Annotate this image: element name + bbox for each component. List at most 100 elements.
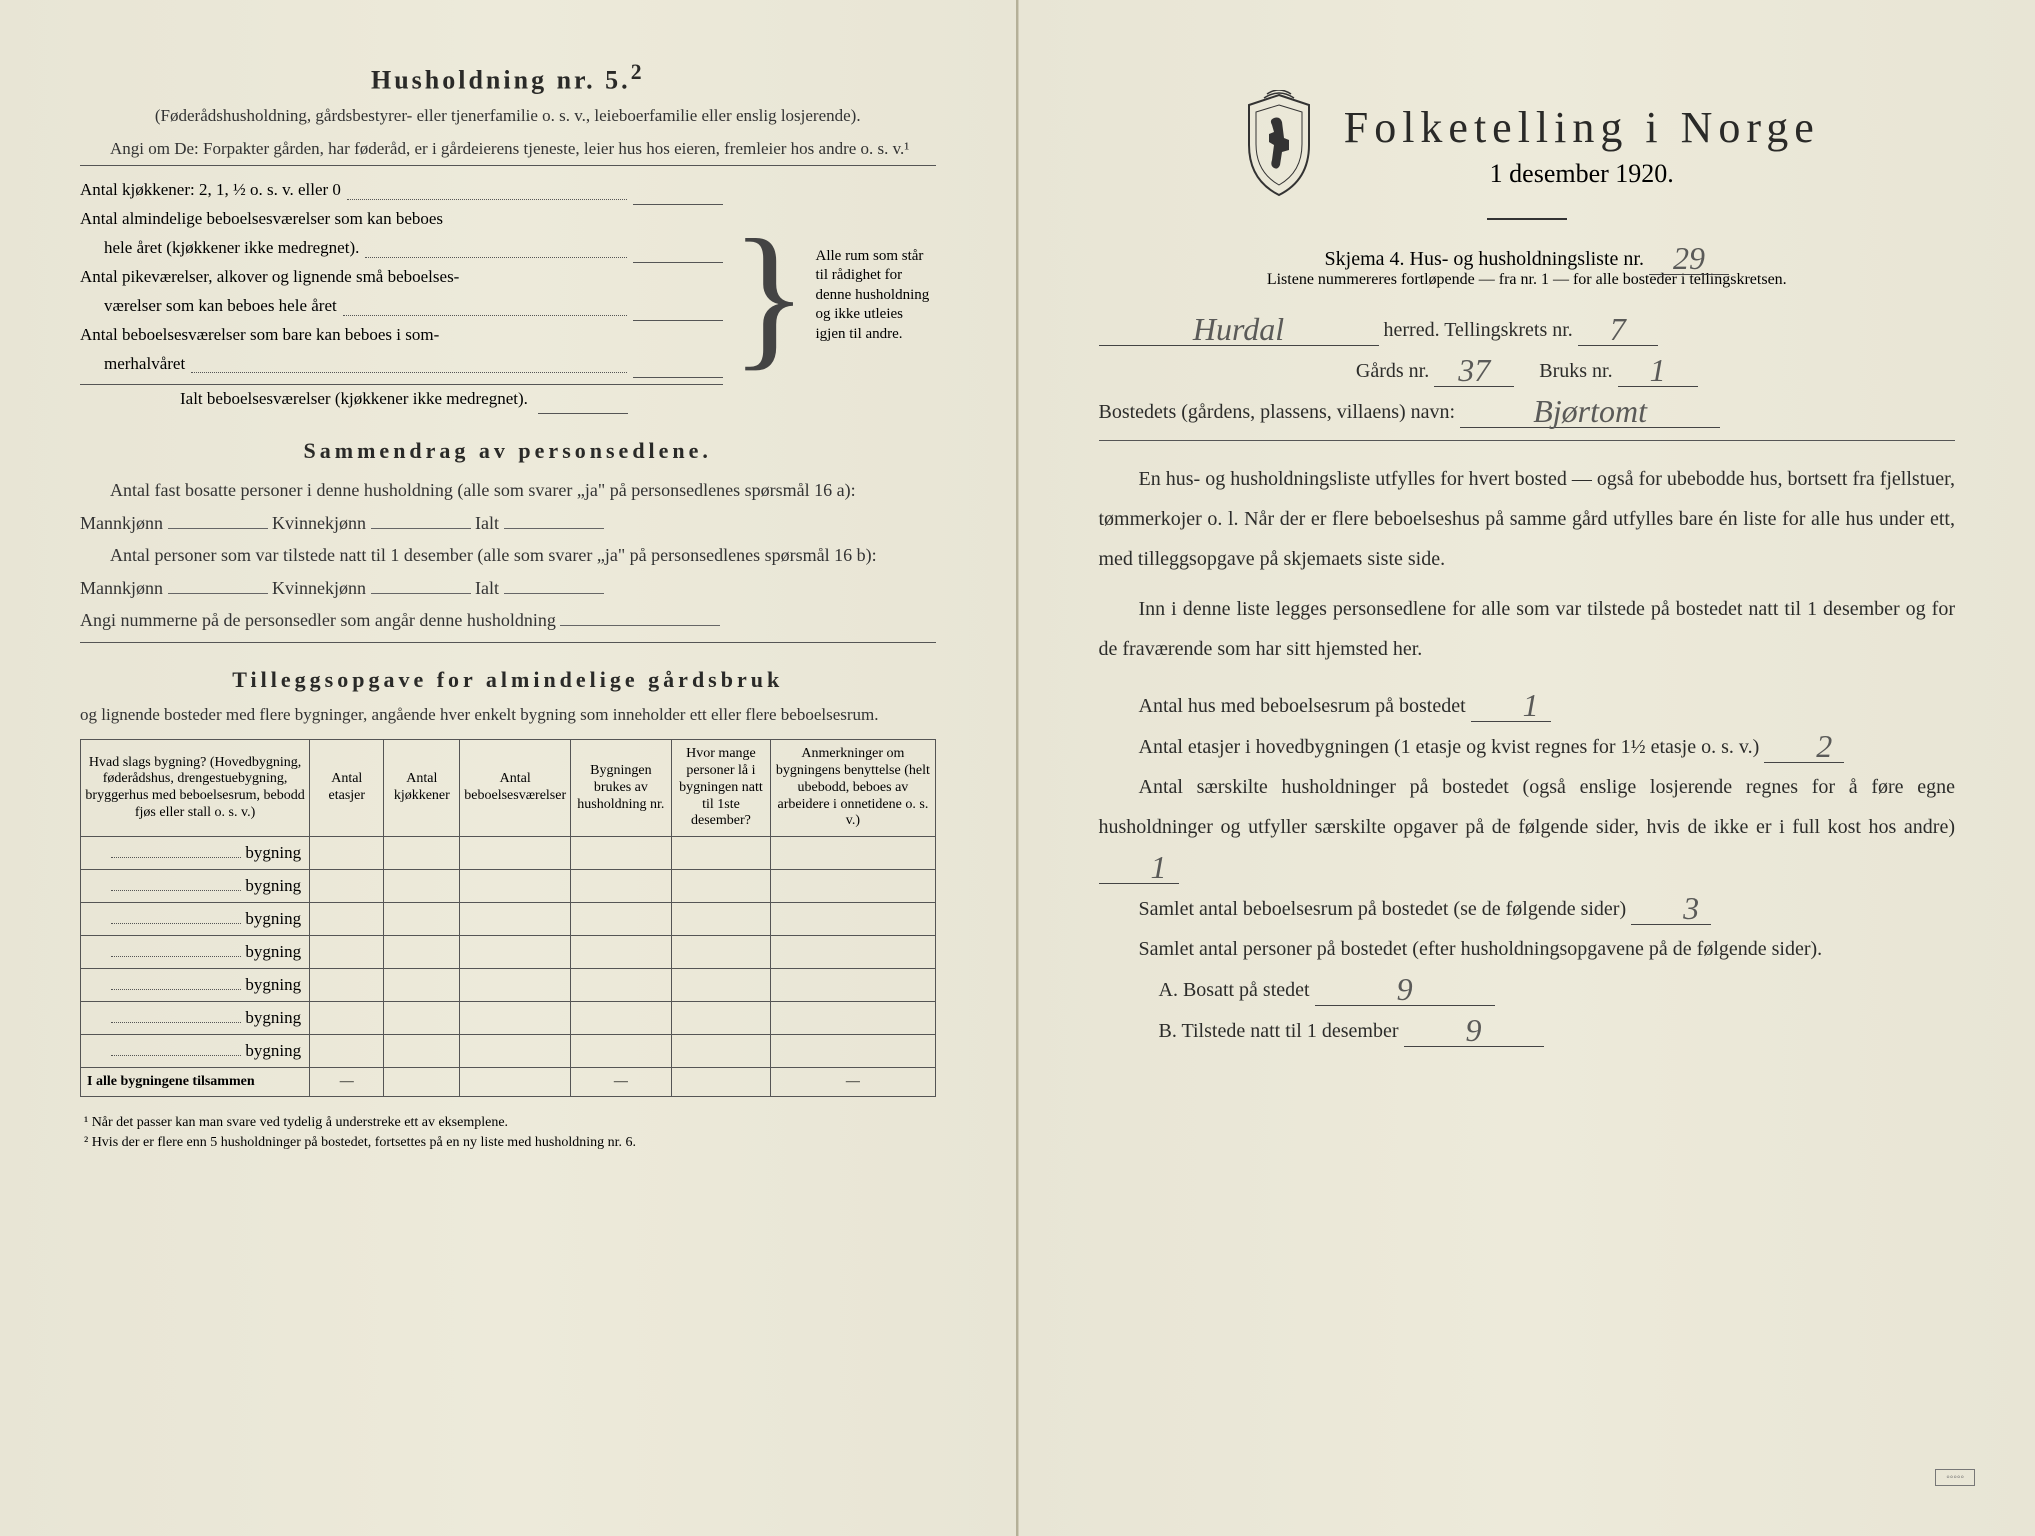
row-ialt-field[interactable] xyxy=(538,385,628,414)
cell-anmerk[interactable] xyxy=(771,1035,935,1068)
qA-value[interactable]: 9 xyxy=(1315,973,1495,1006)
bygning-label-cell[interactable]: bygning xyxy=(81,936,310,969)
cell-kjokken[interactable] xyxy=(384,870,460,903)
qB-label: B. Tilstede natt til 1 desember xyxy=(1159,1020,1399,1042)
cell-beboelse[interactable] xyxy=(460,1035,571,1068)
q4-value[interactable]: 3 xyxy=(1631,892,1711,925)
sd-numbers-field[interactable] xyxy=(560,625,720,626)
q3-value[interactable]: 1 xyxy=(1099,851,1179,884)
bygning-label-cell[interactable]: bygning xyxy=(81,1002,310,1035)
bygning-label-cell[interactable]: bygning xyxy=(81,1035,310,1068)
sammendrag-line3: Angi nummerne på de personsedler som ang… xyxy=(80,604,936,636)
row-pike: Antal pikeværelser, alkover og lignende … xyxy=(80,263,723,292)
cell-personer[interactable] xyxy=(671,870,771,903)
q1-value[interactable]: 1 xyxy=(1471,689,1551,722)
total-dash-1: — xyxy=(310,1068,384,1097)
bygning-label-cell[interactable]: bygning xyxy=(81,870,310,903)
cell-kjokken[interactable] xyxy=(384,1035,460,1068)
bygning-label-cell[interactable]: bygning xyxy=(81,837,310,870)
q4-line: Samlet antal beboelsesrum på bostedet (s… xyxy=(1099,888,1956,929)
cell-personer[interactable] xyxy=(671,969,771,1002)
total-cell-5[interactable] xyxy=(671,1068,771,1097)
cell-kjokken[interactable] xyxy=(384,903,460,936)
cell-personer[interactable] xyxy=(671,903,771,936)
cell-anmerk[interactable] xyxy=(771,870,935,903)
cell-kjokken[interactable] xyxy=(384,936,460,969)
sd-mann-field-1[interactable] xyxy=(168,528,268,529)
cell-anmerk[interactable] xyxy=(771,969,935,1002)
cell-anmerk[interactable] xyxy=(771,936,935,969)
table-total-row: I alle bygningene tilsammen — — — xyxy=(81,1068,936,1097)
cell-personer[interactable] xyxy=(671,837,771,870)
cell-etasjer[interactable] xyxy=(310,936,384,969)
cell-kjokken[interactable] xyxy=(384,837,460,870)
cell-hushold[interactable] xyxy=(571,936,671,969)
sd-ialt-field-1[interactable] xyxy=(504,528,604,529)
row-beboelse-label-b: hele året (kjøkkener ikke medregnet). xyxy=(80,234,359,263)
cell-anmerk[interactable] xyxy=(771,903,935,936)
printer-stamp: ◦◦◦◦◦ xyxy=(1935,1469,1975,1486)
row-kjokken-field[interactable] xyxy=(633,176,723,205)
angi-line: Angi om De: Forpakter gården, har føderå… xyxy=(80,137,936,161)
cell-hushold[interactable] xyxy=(571,903,671,936)
cell-personer[interactable] xyxy=(671,936,771,969)
gard-nr-value[interactable]: 37 xyxy=(1434,354,1514,387)
cell-beboelse[interactable] xyxy=(460,969,571,1002)
cell-beboelse[interactable] xyxy=(460,903,571,936)
left-page: Husholdning nr. 5.2 (Føderådshusholdning… xyxy=(0,0,1018,1536)
bygning-label-cell[interactable]: bygning xyxy=(81,969,310,1002)
total-cell-2[interactable] xyxy=(384,1068,460,1097)
cell-beboelse[interactable] xyxy=(460,837,571,870)
row-pike-label-b: værelser som kan beboes hele året xyxy=(80,292,337,321)
cell-anmerk[interactable] xyxy=(771,837,935,870)
cell-etasjer[interactable] xyxy=(310,1002,384,1035)
cell-etasjer[interactable] xyxy=(310,1035,384,1068)
cell-anmerk[interactable] xyxy=(771,1002,935,1035)
bracket-text: Alle rum som står til rådighet for denne… xyxy=(816,247,936,345)
q3-label: Antal særskilte husholdninger på bostede… xyxy=(1099,776,1956,838)
th-beboelse: Antal beboelsesværelser xyxy=(460,740,571,837)
herred-value[interactable]: Hurdal xyxy=(1099,313,1379,346)
row-pike-field[interactable] xyxy=(633,292,723,321)
sd-kv-field-1[interactable] xyxy=(371,528,471,529)
cell-personer[interactable] xyxy=(671,1035,771,1068)
cell-hushold[interactable] xyxy=(571,1002,671,1035)
cell-kjokken[interactable] xyxy=(384,969,460,1002)
title-divider xyxy=(1487,218,1567,220)
cell-etasjer[interactable] xyxy=(310,870,384,903)
cell-beboelse[interactable] xyxy=(460,936,571,969)
row-ialt-label: Ialt beboelsesværelser (kjøkkener ikke m… xyxy=(80,385,528,414)
skjema-nr-value[interactable]: 29 xyxy=(1649,242,1729,275)
cell-personer[interactable] xyxy=(671,1002,771,1035)
cell-hushold[interactable] xyxy=(571,969,671,1002)
footnote-1: ¹ Når det passer kan man svare ved tydel… xyxy=(80,1113,936,1133)
bosted-value[interactable]: Bjørtomt xyxy=(1460,395,1720,428)
cell-beboelse[interactable] xyxy=(460,1002,571,1035)
row-beboelse-field[interactable] xyxy=(633,234,723,263)
cell-etasjer[interactable] xyxy=(310,837,384,870)
cell-hushold[interactable] xyxy=(571,837,671,870)
footnote-2: ² Hvis der er flere enn 5 husholdninger … xyxy=(80,1133,936,1153)
cell-hushold[interactable] xyxy=(571,1035,671,1068)
row-ialt: Ialt beboelsesværelser (kjøkkener ikke m… xyxy=(80,385,723,414)
cell-kjokken[interactable] xyxy=(384,1002,460,1035)
bruk-nr-value[interactable]: 1 xyxy=(1618,354,1698,387)
bosted-line: Bostedets (gårdens, plassens, villaens) … xyxy=(1099,391,1956,432)
qB-value[interactable]: 9 xyxy=(1404,1014,1544,1047)
cell-hushold[interactable] xyxy=(571,870,671,903)
row-sommer-field[interactable] xyxy=(633,350,723,379)
bygning-label-cell[interactable]: bygning xyxy=(81,903,310,936)
qA-label: A. Bosatt på stedet xyxy=(1159,979,1310,1001)
cell-beboelse[interactable] xyxy=(460,870,571,903)
cell-etasjer[interactable] xyxy=(310,903,384,936)
sd-mann-field-2[interactable] xyxy=(168,593,268,594)
q2-value[interactable]: 2 xyxy=(1764,730,1844,763)
sd-ialt-field-2[interactable] xyxy=(504,593,604,594)
row-kjokken-label: Antal kjøkkener: 2, 1, ½ o. s. v. eller … xyxy=(80,176,341,205)
gard-label: Gårds nr. xyxy=(1356,360,1429,382)
sd-kv-field-2[interactable] xyxy=(371,593,471,594)
krets-nr-value[interactable]: 7 xyxy=(1578,313,1658,346)
table-row: bygning xyxy=(81,936,936,969)
cell-etasjer[interactable] xyxy=(310,969,384,1002)
total-cell-3[interactable] xyxy=(460,1068,571,1097)
